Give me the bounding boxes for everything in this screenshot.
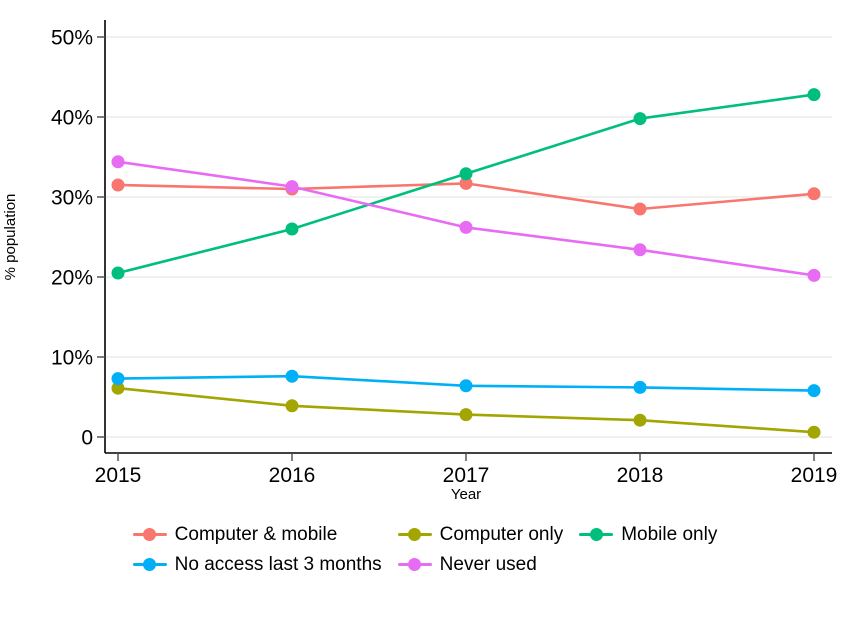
x-tick-label: 2016 bbox=[269, 464, 316, 487]
data-point bbox=[807, 384, 821, 398]
x-axis-title: Year bbox=[451, 486, 481, 503]
legend-label: Never used bbox=[439, 553, 537, 575]
data-point bbox=[459, 167, 473, 181]
data-point bbox=[459, 176, 473, 190]
data-point bbox=[633, 380, 647, 394]
y-axis-title: % population bbox=[2, 194, 19, 281]
legend-item-computer-only: Computer only bbox=[397, 523, 564, 547]
data-point bbox=[807, 187, 821, 201]
chart-legend: Computer & mobile Computer only Mobile onl… bbox=[0, 523, 850, 577]
data-point bbox=[459, 220, 473, 234]
data-point bbox=[111, 178, 125, 192]
legend-dot bbox=[143, 528, 157, 542]
data-point bbox=[459, 408, 473, 422]
legend-dot bbox=[408, 558, 422, 572]
legend-line-dot-icon bbox=[132, 558, 167, 572]
data-point bbox=[111, 381, 125, 395]
gridlines bbox=[105, 36, 832, 438]
x-tick-label: 2018 bbox=[617, 464, 664, 487]
y-tick-label: 10% bbox=[51, 347, 93, 370]
legend-item-no-access-last-3-months: No access last 3 months bbox=[132, 553, 382, 577]
series-never-used bbox=[111, 155, 821, 282]
y-axis-ticks: 0 10% 20% 30% 40% 50% bbox=[51, 27, 105, 450]
legend-label: Computer & mobile bbox=[174, 524, 338, 545]
series-mobile-only bbox=[111, 88, 821, 280]
x-axis-ticks: 2015 2016 2017 2018 2019 bbox=[95, 453, 838, 487]
series-computer-mobile bbox=[111, 176, 821, 216]
data-point bbox=[111, 155, 125, 169]
data-point bbox=[111, 372, 125, 386]
data-point bbox=[633, 413, 647, 427]
legend-dot bbox=[408, 528, 422, 542]
y-tick-label: 30% bbox=[51, 187, 93, 210]
x-tick-label: 2019 bbox=[791, 464, 838, 487]
data-point bbox=[285, 222, 299, 236]
y-tick-label: 20% bbox=[51, 267, 93, 290]
x-tick-label: 2015 bbox=[95, 464, 142, 487]
legend-dot bbox=[143, 558, 157, 572]
data-point bbox=[285, 180, 299, 194]
legend-line-dot-icon bbox=[397, 558, 432, 572]
data-point bbox=[807, 425, 821, 439]
line-chart: 0 10% 20% 30% 40% 50% 2015 2016 2017 2018 2019 Ye… bbox=[2, 20, 838, 503]
legend-item-never-used: Never used bbox=[397, 553, 564, 577]
data-point bbox=[459, 379, 473, 393]
legend-dot bbox=[589, 528, 603, 542]
data-point bbox=[285, 369, 299, 383]
data-point bbox=[633, 112, 647, 126]
legend-label: Mobile only bbox=[621, 524, 718, 545]
series-group bbox=[111, 88, 821, 439]
legend-label: Computer only bbox=[439, 524, 564, 545]
legend-item-mobile-only: Mobile only bbox=[579, 523, 717, 547]
x-tick-label: 2017 bbox=[443, 464, 490, 487]
y-tick-label: 50% bbox=[51, 27, 93, 50]
data-point bbox=[633, 202, 647, 216]
data-point bbox=[111, 266, 125, 280]
y-tick-label: 40% bbox=[51, 107, 93, 130]
legend-item-computer-mobile: Computer & mobile bbox=[132, 523, 382, 547]
axes bbox=[104, 20, 832, 454]
data-point bbox=[807, 88, 821, 102]
series-no-access-last-3-months bbox=[111, 369, 821, 398]
legend-label: No access last 3 months bbox=[174, 553, 382, 575]
legend-line-dot-icon bbox=[132, 528, 167, 542]
legend-line-dot-icon bbox=[397, 528, 432, 542]
data-point bbox=[633, 243, 647, 257]
data-point bbox=[807, 268, 821, 282]
y-tick-label: 0 bbox=[81, 427, 93, 450]
legend-line-dot-icon bbox=[579, 528, 614, 542]
series-computer-only bbox=[111, 381, 821, 439]
data-point bbox=[285, 399, 299, 413]
